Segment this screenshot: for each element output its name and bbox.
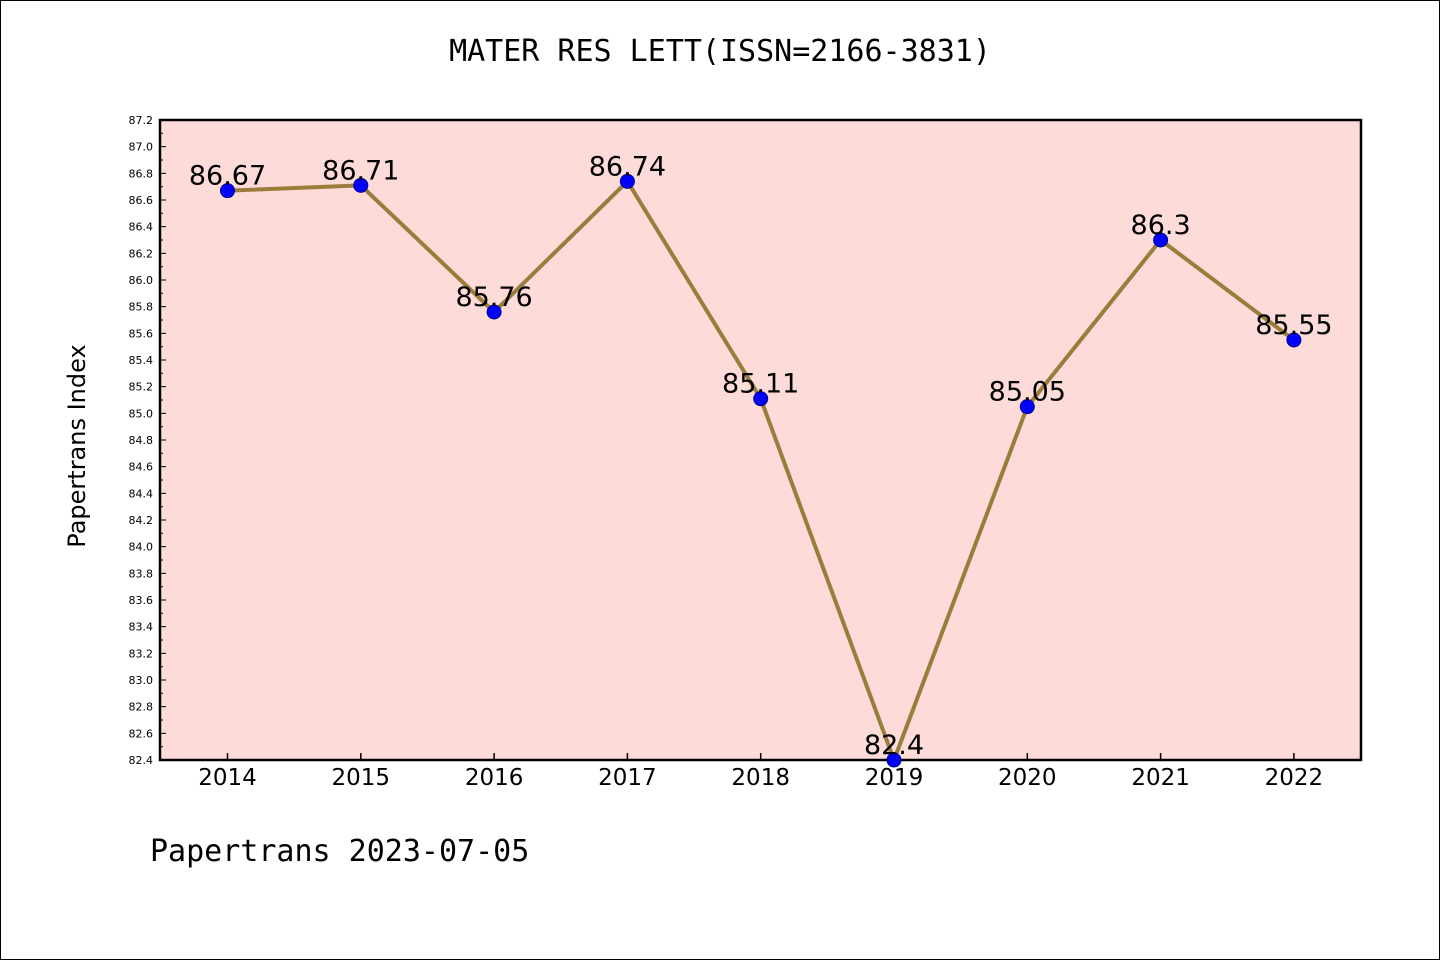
y-tick-label: 84.6 [129,461,154,474]
data-label: 86.71 [322,155,399,186]
y-tick-label: 83.4 [129,621,154,634]
y-tick-label: 86.2 [129,247,154,260]
data-label: 86.3 [1131,210,1191,241]
x-tick-label: 2017 [598,765,657,791]
y-tick-label: 85.6 [129,327,154,340]
y-tick-label: 84.8 [129,434,154,447]
data-point [1019,399,1035,415]
y-tick-label: 86.8 [129,167,154,180]
y-tick-label: 83.0 [129,674,154,687]
y-tick-label: 85.4 [129,354,154,367]
y-tick-label: 84.0 [129,541,154,554]
x-tick-label: 2015 [332,765,391,791]
y-tick-label: 84.4 [129,487,154,500]
y-tick-label: 85.8 [129,301,154,314]
data-point [486,304,502,320]
y-tick-label: 86.4 [129,221,154,234]
y-tick-label: 87.2 [129,114,154,127]
x-tick-label: 2022 [1265,765,1324,791]
data-label: 82.4 [864,730,924,761]
y-tick-label: 82.8 [129,701,154,714]
x-tick-label: 2018 [731,765,790,791]
data-point [1286,332,1302,348]
y-tick-label: 82.6 [129,727,154,740]
data-point [1153,232,1169,248]
footer-stamp: Papertrans 2023-07-05 [150,834,530,869]
data-point [353,177,369,193]
y-tick-label: 86.6 [129,194,154,207]
y-tick-label: 85.0 [129,407,154,420]
y-tick-label: 83.2 [129,647,154,660]
x-axis: 2014 2015 2016 2017 2018 2019 2020 2021 2022 [198,753,1323,791]
data-labels: 86.67 86.71 85.76 86.74 85.11 82.4 85.05 86.3 85… [189,151,1333,761]
x-tick-label: 2021 [1131,765,1190,791]
x-tick-label: 2014 [198,765,257,791]
data-point [753,391,769,407]
data-point [886,752,902,768]
data-label: 86.67 [189,161,266,192]
y-axis: 82.4 82.6 82.8 83.0 83.2 83.4 83.6 83.8 84.0 84.2… [129,114,166,767]
plot-area [158,118,1363,762]
data-point [619,173,635,189]
y-tick-label: 85.2 [129,381,154,394]
chart-title: MATER RES LETT(ISSN=2166-3831) [449,34,991,69]
data-label: 85.55 [1255,310,1332,341]
y-tick-label: 84.2 [129,514,154,527]
y-tick-label: 86.0 [129,274,154,287]
data-label: 85.76 [455,282,532,313]
data-label: 85.11 [722,369,799,400]
data-markers [220,173,1302,768]
data-label: 86.74 [589,151,666,182]
y-tick-label: 87.0 [129,141,154,154]
y-tick-label: 82.4 [129,754,154,767]
data-label: 85.05 [989,377,1066,408]
data-point [220,183,235,199]
y-tick-label: 83.8 [129,567,154,580]
x-tick-label: 2019 [865,765,924,791]
x-tick-label: 2020 [998,765,1057,791]
x-tick-label: 2016 [465,765,524,791]
y-tick-label: 83.6 [129,594,154,607]
y-axis-label: Papertrans Index [63,344,91,547]
